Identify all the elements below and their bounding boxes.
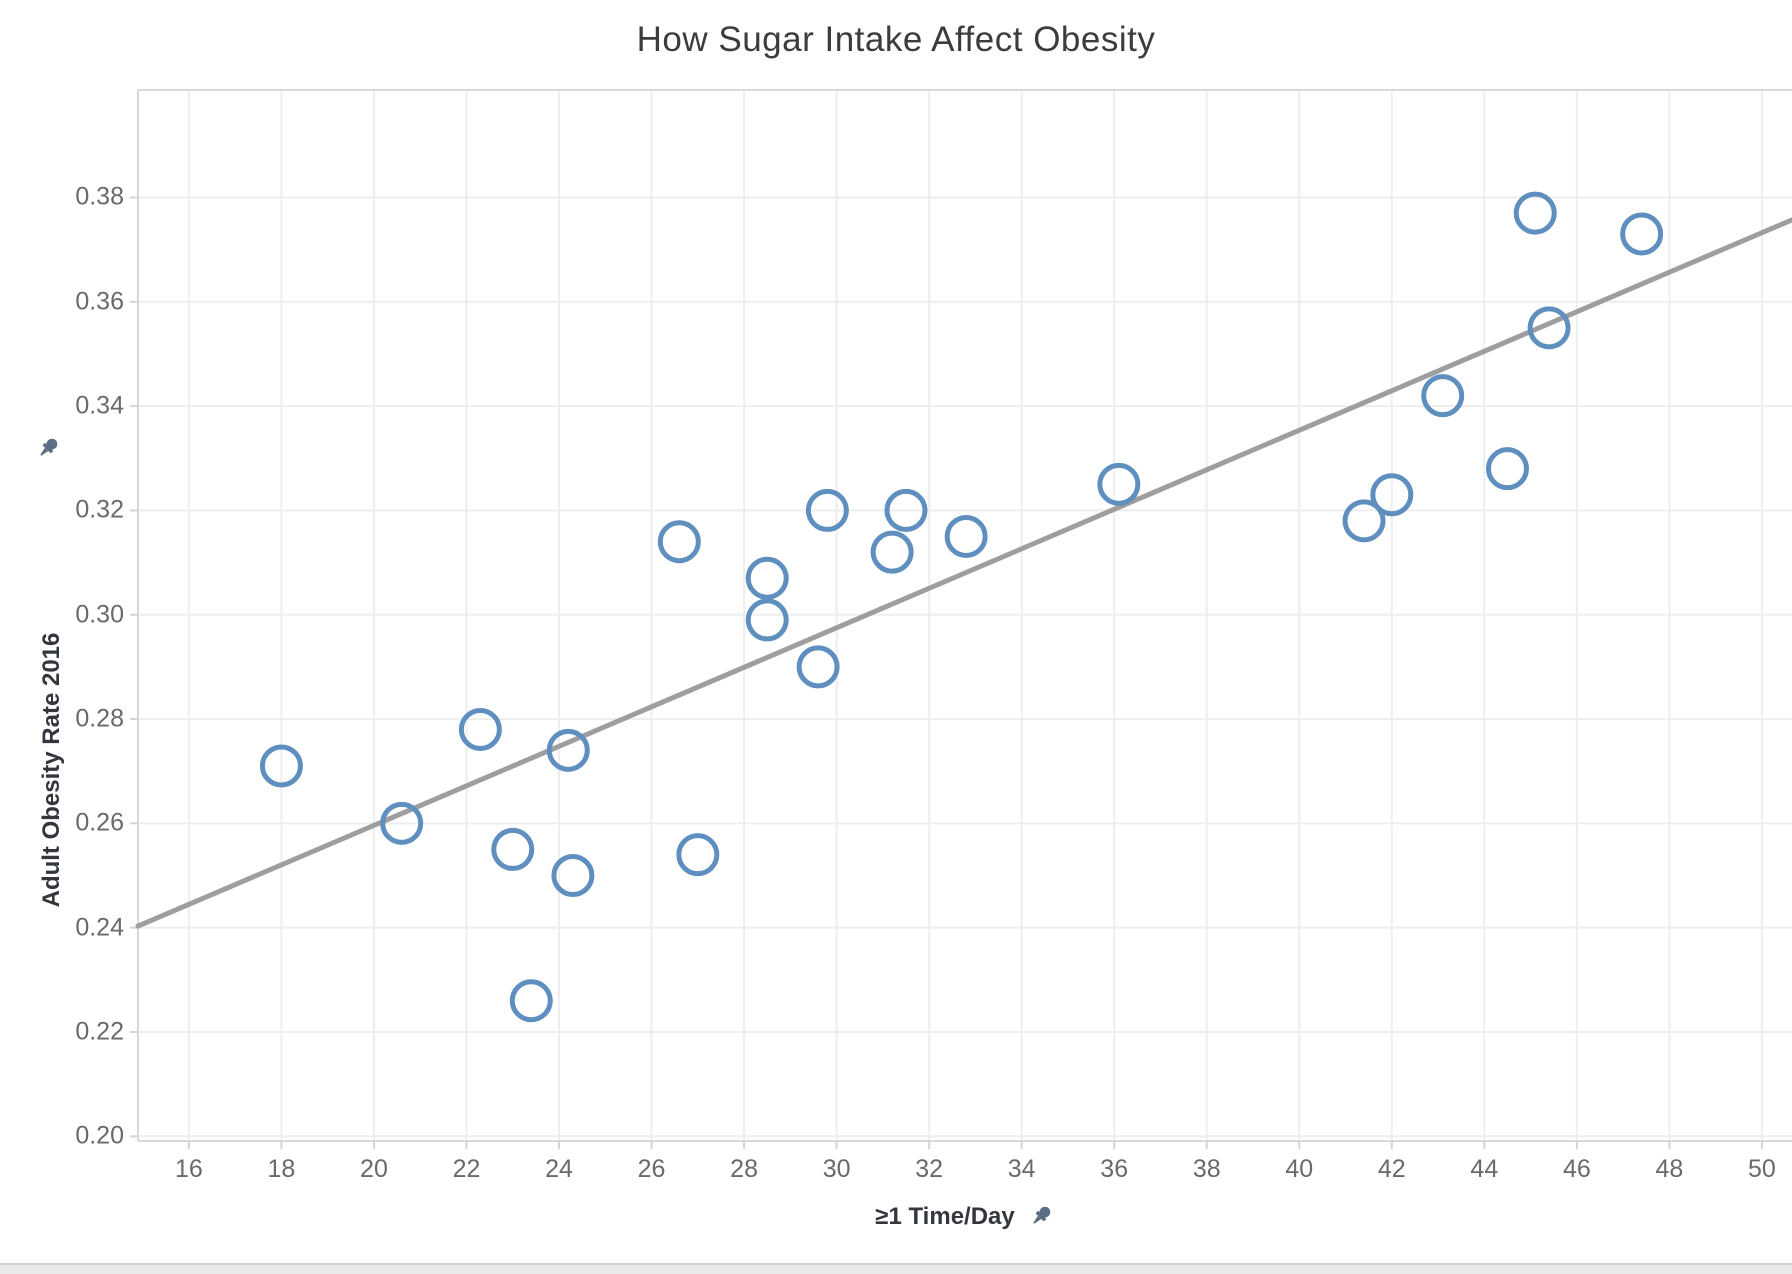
y-tick-label: 0.24 (75, 913, 124, 942)
trend-line[interactable] (135, 217, 1792, 929)
x-tick-label: 16 (174, 1155, 203, 1183)
y-tick-label: 0.36 (75, 287, 124, 316)
data-point[interactable] (546, 728, 590, 772)
x-tick-label: 50 (1748, 1155, 1776, 1183)
x-tick-label: 26 (637, 1155, 666, 1183)
data-point[interactable] (1342, 499, 1386, 543)
data-point[interactable] (796, 645, 840, 689)
x-tick-label: 42 (1377, 1155, 1406, 1183)
pin-icon[interactable] (1025, 1202, 1055, 1232)
x-tick-label: 22 (452, 1155, 481, 1183)
pin-icon[interactable] (32, 434, 62, 464)
data-point[interactable] (1421, 374, 1465, 418)
data-point[interactable] (458, 707, 502, 751)
data-point[interactable] (1527, 306, 1571, 350)
horizontal-scrollbar[interactable] (0, 1263, 1792, 1274)
x-axis-title: ≥1 Time/Day (875, 1203, 1015, 1230)
data-point[interactable] (870, 530, 914, 574)
data-point[interactable] (1513, 191, 1557, 235)
x-tick-label: 48 (1655, 1155, 1684, 1183)
y-tick-label: 0.32 (75, 495, 124, 524)
data-point[interactable] (509, 979, 553, 1023)
data-point[interactable] (491, 827, 535, 871)
x-tick-label: 30 (822, 1155, 851, 1183)
x-tick-label: 40 (1285, 1155, 1314, 1183)
data-point[interactable] (745, 556, 789, 600)
chart-title: How Sugar Intake Affect Obesity (636, 20, 1156, 59)
y-tick-label: 0.30 (75, 600, 124, 629)
data-point[interactable] (259, 744, 303, 788)
data-point[interactable] (1485, 447, 1529, 491)
x-tick-label: 20 (360, 1155, 388, 1183)
data-point[interactable] (1620, 212, 1664, 256)
x-tick-label: 24 (545, 1155, 573, 1183)
data-point[interactable] (1097, 462, 1141, 506)
x-tick-label: 34 (1007, 1155, 1036, 1183)
data-point[interactable] (805, 488, 849, 532)
x-tick-label: 18 (267, 1155, 296, 1183)
x-tick-label: 46 (1562, 1155, 1591, 1183)
data-point[interactable] (745, 598, 789, 642)
data-point[interactable] (884, 488, 928, 532)
y-tick-label: 0.34 (75, 391, 124, 420)
y-tick-label: 0.38 (75, 182, 124, 211)
x-tick-label: 38 (1192, 1155, 1221, 1183)
x-tick-label: 32 (915, 1155, 944, 1183)
x-tick-label: 28 (730, 1155, 758, 1183)
y-tick-label: 0.26 (75, 808, 124, 837)
x-tick-label: 44 (1470, 1155, 1499, 1183)
x-axis-title-row: ≥1 Time/Day (138, 1202, 1792, 1232)
data-point[interactable] (551, 854, 595, 898)
data-point[interactable] (657, 520, 701, 564)
y-tick-label: 0.28 (75, 704, 124, 733)
y-tick-label: 0.20 (75, 1121, 124, 1150)
y-tick-label: 0.22 (75, 1017, 124, 1046)
data-point[interactable] (380, 801, 424, 845)
data-point[interactable] (676, 833, 720, 877)
x-tick-label: 36 (1100, 1155, 1129, 1183)
data-point[interactable] (1370, 473, 1414, 517)
data-point[interactable] (944, 514, 988, 558)
